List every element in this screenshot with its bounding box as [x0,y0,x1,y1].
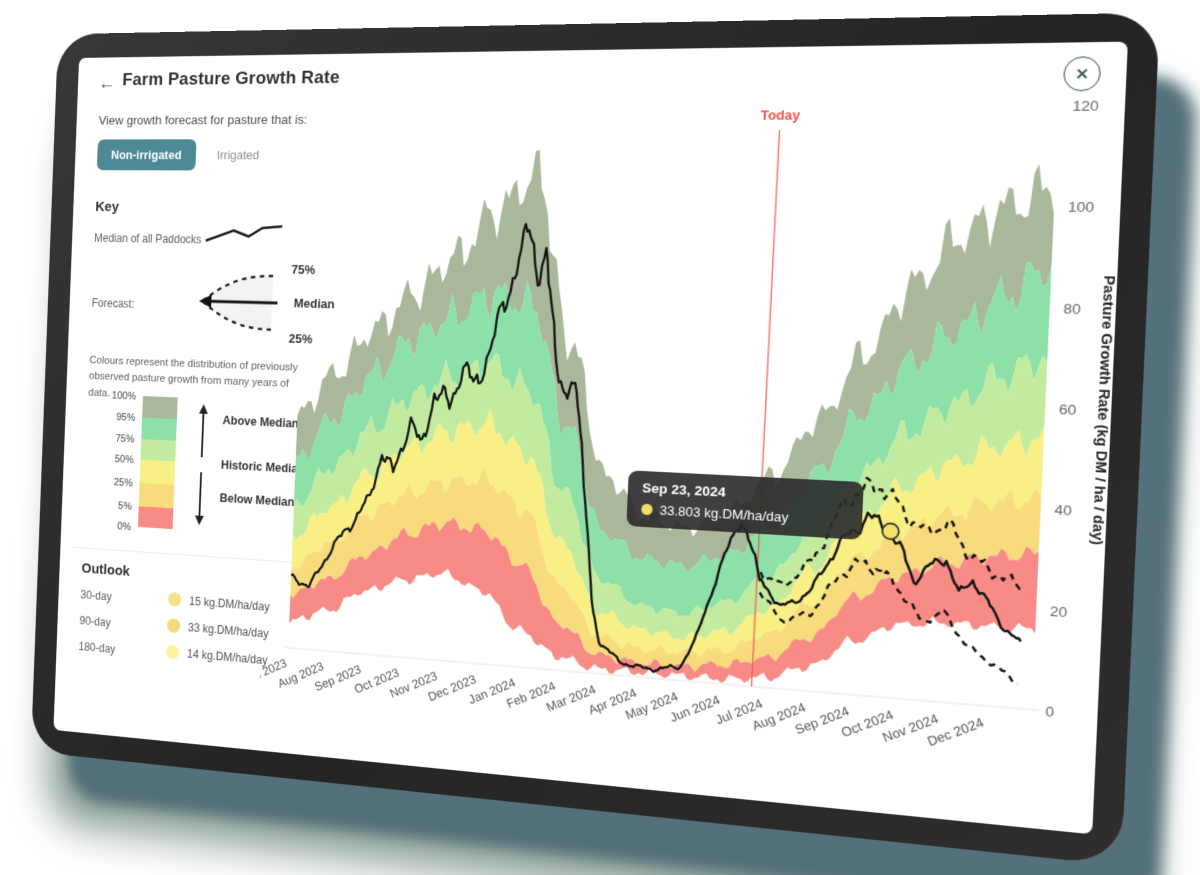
outlook-period-90: 90-day [79,613,111,630]
median-key-label: Median of all Paddocks [93,231,202,247]
scale-block-95-100 [142,396,178,420]
back-arrow-icon[interactable]: ← [98,73,116,94]
outlook-period-180: 180-day [78,639,116,656]
y-axis-tick: 0 [1045,703,1054,721]
scale-label-100: 100% [111,390,137,403]
outlook-dot-30 [167,591,182,607]
scale-label-75: 75% [115,433,135,446]
below-median-arrow-icon [194,468,208,526]
scale-label-95: 95% [116,411,136,424]
key-heading: Key [95,198,120,215]
scale-label-5: 5% [117,500,132,513]
outlook-dot-180 [165,644,180,660]
outlook-value-30-text: 15 kg.DM/ha/day [188,593,270,614]
forecast-marker[interactable] [882,523,899,540]
outlook-value-90-text: 33 kg.DM/ha/day [187,620,269,641]
y-axis-tick: 120 [1072,97,1099,114]
scale-block-0-5 [137,506,174,530]
scale-block-50-75 [140,439,177,462]
today-label: Today [760,108,800,123]
scale-label-25: 25% [113,476,133,490]
y-axis-tick: 40 [1054,501,1072,519]
forecast-fan-icon [187,262,290,343]
y-axis-title: Pasture Growth Rate (kg DM / ha / day) [1089,275,1120,546]
y-axis-tick: 20 [1050,602,1068,620]
median-line-icon [201,223,288,249]
scale-block-25-50 [139,459,176,485]
toggle-irrigated[interactable]: Irrigated [216,147,260,163]
scale-block-75-95 [141,417,177,441]
outlook-value-90: 33 kg.DM/ha/day [166,618,269,641]
tooltip-value: 33.803 kg.DM/ha/day [659,502,789,526]
outlook-value-180-text: 14 kg.DM/ha/day [186,646,268,667]
forecast-subtitle: View growth forecast for pasture that is… [98,112,308,128]
scale-block-5-25 [138,482,175,509]
scale-label-50: 50% [114,453,134,466]
tooltip-dot-icon [641,503,653,516]
y-axis-tick: 80 [1063,299,1081,316]
outlook-value-180: 14 kg.DM/ha/day [165,644,268,667]
y-axis-tick: 60 [1059,400,1077,418]
outlook-heading: Outlook [81,560,131,580]
outlook-value-30: 15 kg.DM/ha/day [167,591,270,614]
forecast-key-label: Forecast: [91,296,135,311]
above-median-arrow-icon [195,404,209,461]
y-axis-tick: 100 [1068,198,1095,215]
outlook-period-30: 30-day [80,588,112,604]
outlook-dot-90 [166,618,181,634]
toggle-non-irrigated[interactable]: Non-irrigated [96,139,197,171]
scale-label-0: 0% [117,520,132,533]
percentile-color-bar [137,396,178,530]
irrigation-toggle: Non-irrigated Irrigated [96,139,274,171]
app-screen: ← Farm Pasture Growth Rate ✕ View growth… [53,41,1128,835]
tablet-frame: ← Farm Pasture Growth Rate ✕ View growth… [30,12,1160,866]
